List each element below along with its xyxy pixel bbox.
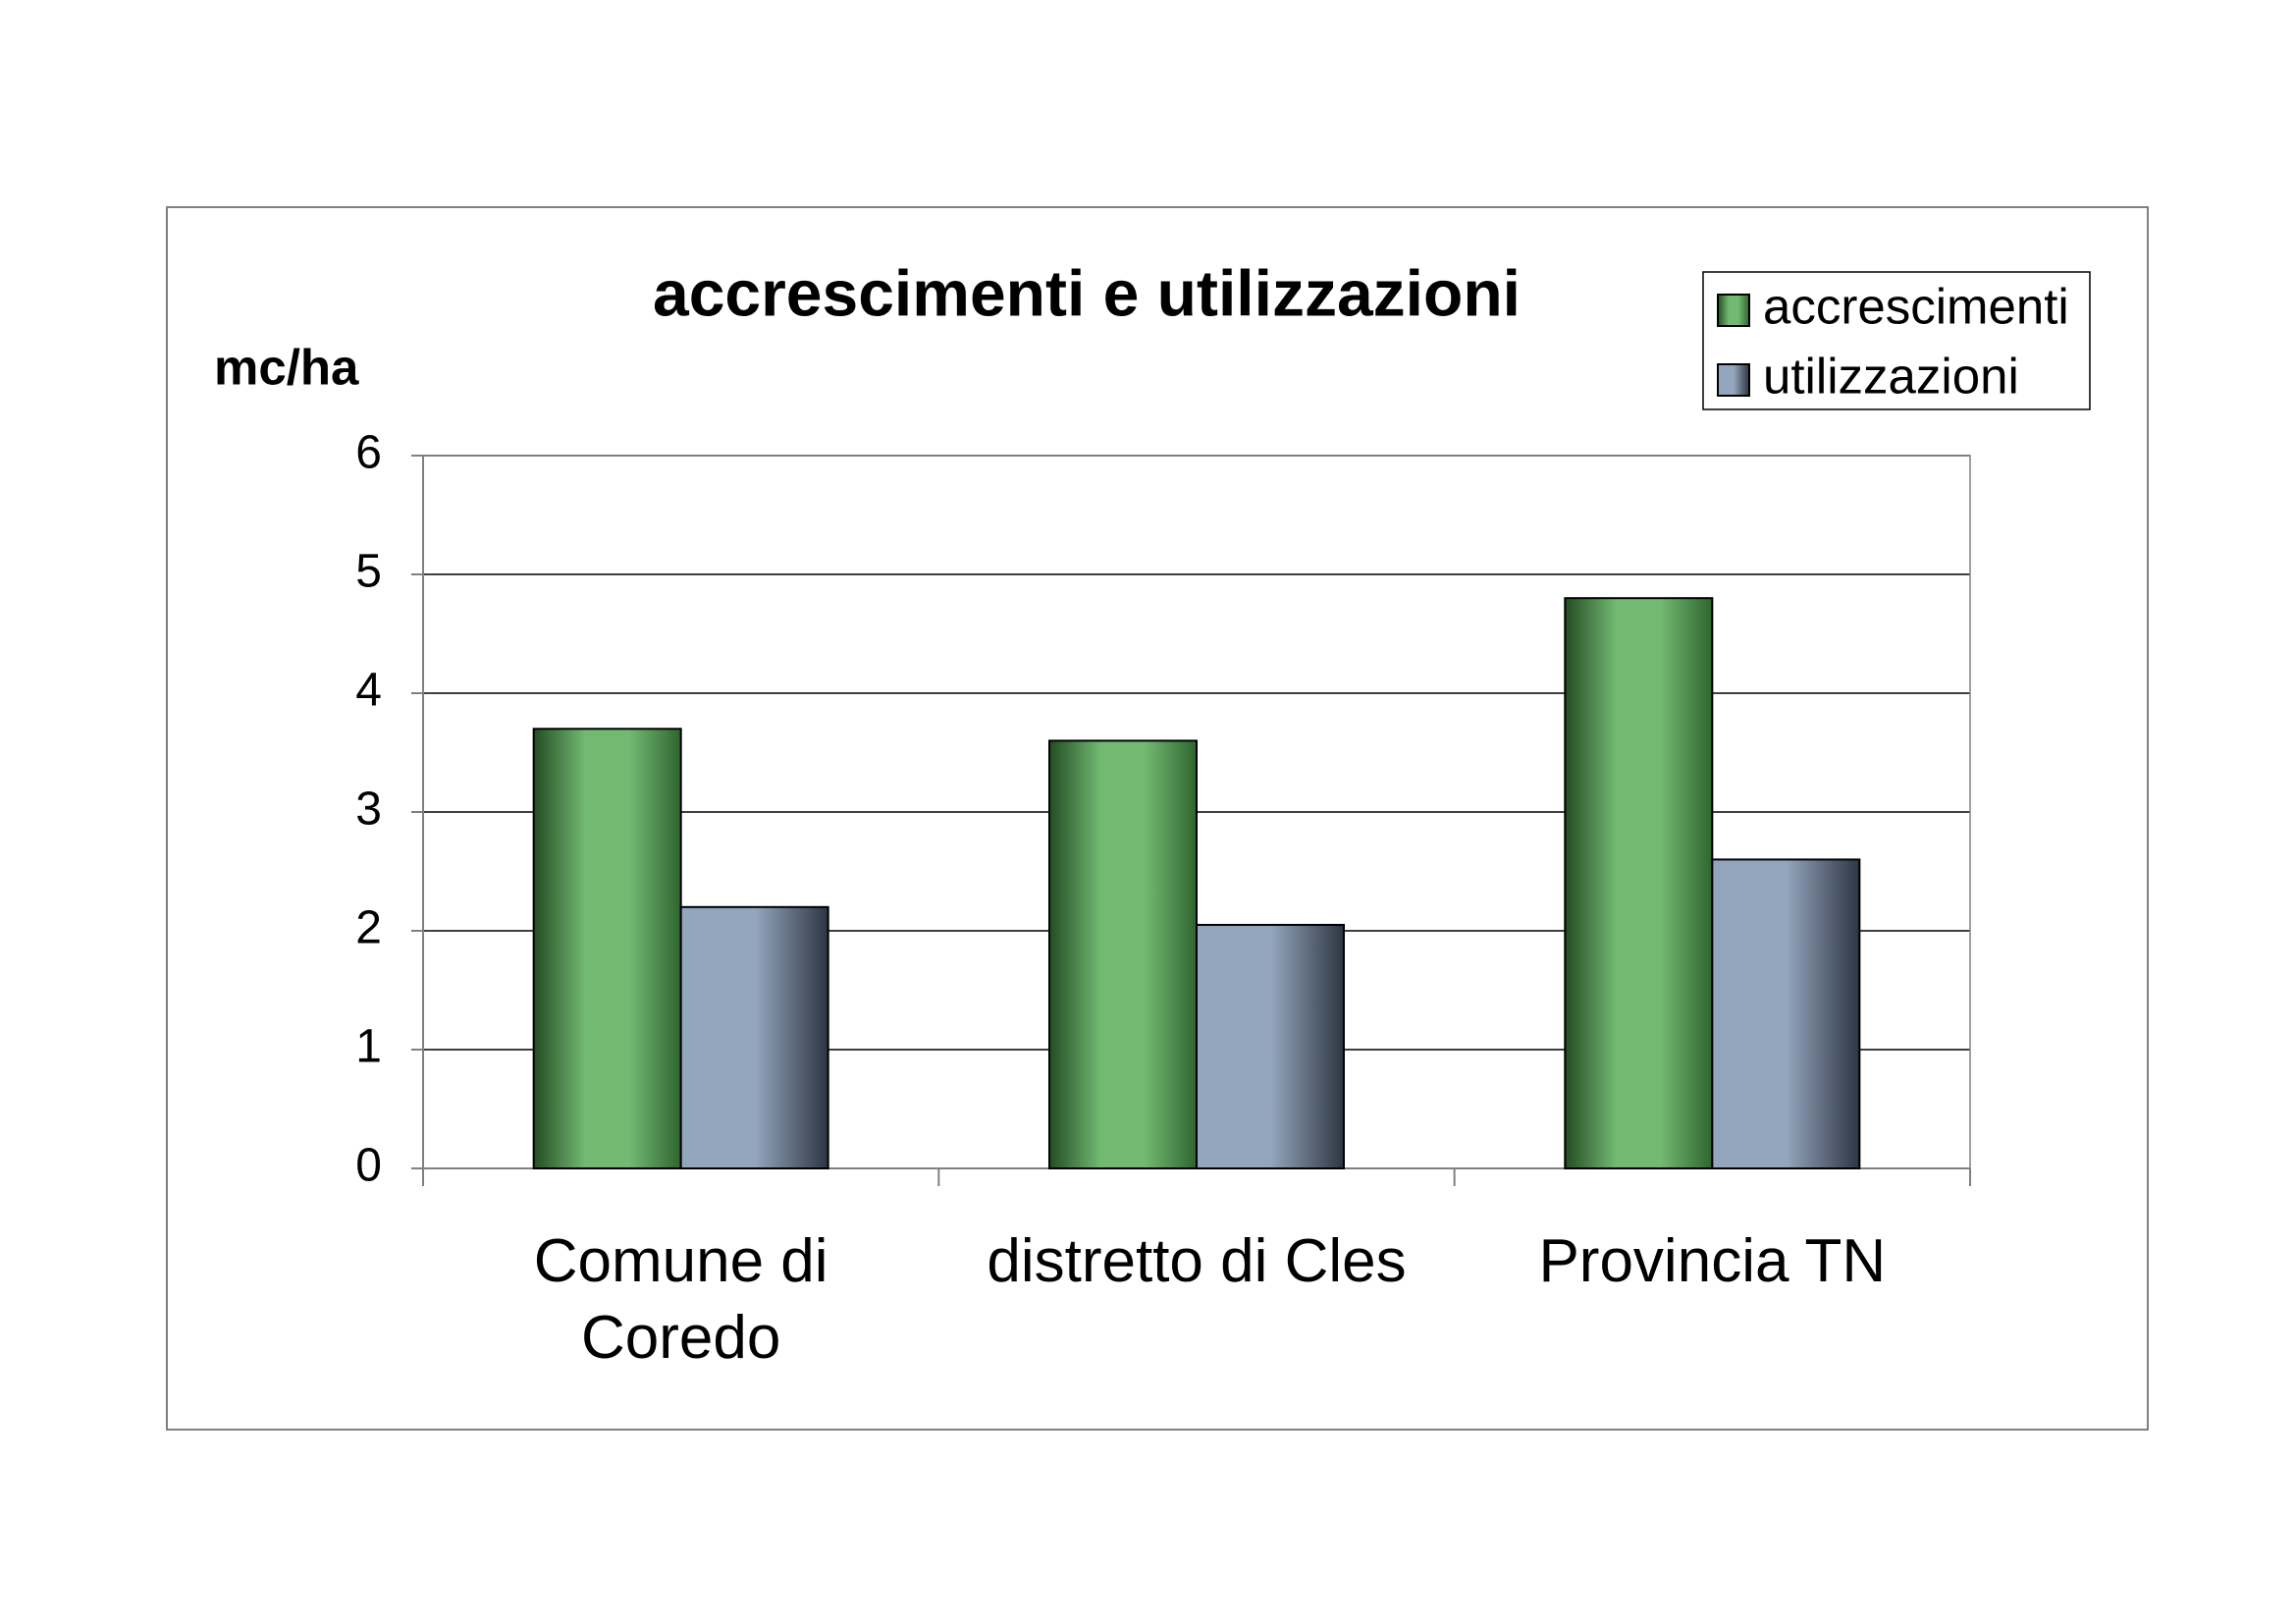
y-tick-label: 0 bbox=[355, 1140, 382, 1192]
y-tick-label: 6 bbox=[355, 427, 382, 479]
x-tick-label: distretto di Cles bbox=[987, 1227, 1407, 1295]
bar bbox=[1196, 923, 1345, 1170]
y-tick-label: 5 bbox=[355, 546, 382, 598]
legend-label: utilizzazioni bbox=[1763, 348, 2019, 404]
bar bbox=[532, 728, 682, 1169]
y-tick-label: 2 bbox=[355, 902, 382, 954]
chart-title: accrescimenti e utilizzazioni bbox=[653, 256, 1521, 329]
legend-swatch bbox=[1717, 294, 1750, 327]
bar bbox=[1711, 858, 1861, 1170]
legend-label: accrescimenti bbox=[1763, 278, 2069, 334]
legend bbox=[1702, 271, 2091, 410]
y-tick-label: 4 bbox=[355, 665, 382, 717]
bar bbox=[1564, 597, 1714, 1169]
x-tick-label: Provincia TN bbox=[1538, 1227, 1887, 1295]
y-tick-label: 3 bbox=[355, 784, 382, 836]
bar bbox=[1048, 739, 1198, 1170]
bar bbox=[679, 905, 829, 1169]
legend-swatch bbox=[1717, 363, 1750, 397]
y-axis-label: mc/ha bbox=[214, 339, 359, 395]
y-tick-label: 1 bbox=[355, 1021, 382, 1073]
x-tick-label: Comune di Coredo bbox=[533, 1227, 828, 1372]
